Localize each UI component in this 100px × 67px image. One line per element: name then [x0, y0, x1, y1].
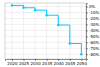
- x-tick: 2025: [19, 59, 30, 66]
- y-tick-label: -60%: [89, 40, 100, 45]
- x-tick-label: 2050: [77, 61, 88, 66]
- y-tick-mark: [86, 30, 88, 31]
- y-tick-mark: [86, 48, 88, 49]
- point: [69, 42, 71, 44]
- grid-line: [23, 3, 24, 59]
- y-tick-label: -10%: [89, 10, 100, 15]
- y-tick-mark: [86, 7, 88, 8]
- y-tick-label: 0%: [89, 4, 96, 9]
- x-tick: 2050: [77, 59, 88, 66]
- y-axis: 0%-10%-20%-30%-40%-50%-60%-70%-80%: [86, 4, 100, 60]
- y-tick: -70%: [86, 46, 100, 51]
- y-tick: -60%: [86, 40, 100, 45]
- y-tick-mark: [86, 54, 88, 55]
- grid-line: [5, 54, 86, 55]
- x-tick: 2035: [42, 59, 53, 66]
- grid-line: [5, 18, 86, 19]
- grid-line: [5, 12, 86, 13]
- y-tick: -80%: [86, 52, 100, 57]
- grid-line: [5, 6, 86, 7]
- grid-line: [5, 42, 86, 43]
- y-tick-label: -80%: [89, 52, 100, 57]
- y-tick-label: -20%: [89, 16, 100, 21]
- x-tick-label: 2025: [19, 61, 30, 66]
- x-tick-label: 2035: [42, 61, 53, 66]
- y-tick: -50%: [86, 34, 100, 39]
- y-tick-mark: [86, 24, 88, 25]
- x-tick: 2020: [7, 59, 18, 66]
- grid-line: [11, 3, 12, 59]
- y-tick-mark: [86, 42, 88, 43]
- x-tick: 2030: [30, 59, 41, 66]
- x-axis: 2020202520302035204020452050: [6, 59, 88, 66]
- plot: 20202025203020352040204520500%-10%-20%-3…: [5, 3, 100, 66]
- x-tick-label: 2020: [7, 61, 18, 66]
- x-tick-label: 2030: [30, 61, 41, 66]
- x-tick-label: 2040: [54, 61, 65, 66]
- y-tick: -30%: [86, 22, 100, 27]
- step-line: [12, 5, 81, 54]
- point: [57, 24, 59, 26]
- y-tick-label: -40%: [89, 28, 100, 33]
- plot-frame: [5, 3, 86, 59]
- y-tick: -20%: [86, 16, 100, 21]
- grid-line: [5, 30, 86, 31]
- grid-line: [35, 3, 36, 59]
- y-tick: 0%: [86, 4, 96, 9]
- point: [11, 4, 13, 6]
- grid-line: [5, 48, 86, 49]
- y-tick-mark: [86, 13, 88, 14]
- y-tick-mark: [86, 18, 88, 19]
- grid-line: [5, 36, 86, 37]
- x-tick-label: 2045: [65, 61, 76, 66]
- point: [34, 9, 36, 11]
- grid: [5, 3, 86, 59]
- grid-line: [58, 3, 59, 59]
- y-tick: -10%: [86, 10, 100, 15]
- x-tick: 2040: [54, 59, 65, 66]
- y-tick-label: -30%: [89, 22, 100, 27]
- y-tick-label: -70%: [89, 46, 100, 51]
- y-tick-label: -50%: [89, 34, 100, 39]
- point: [45, 14, 47, 16]
- point: [80, 53, 82, 55]
- y-tick: -40%: [86, 28, 100, 33]
- grid-line: [5, 24, 86, 25]
- x-tick: 2045: [65, 59, 76, 66]
- point: [22, 7, 24, 9]
- chart: 20202025203020352040204520500%-10%-20%-3…: [0, 0, 100, 67]
- marks: [11, 4, 83, 55]
- y-axis-line: [87, 4, 89, 60]
- y-tick-mark: [86, 36, 88, 37]
